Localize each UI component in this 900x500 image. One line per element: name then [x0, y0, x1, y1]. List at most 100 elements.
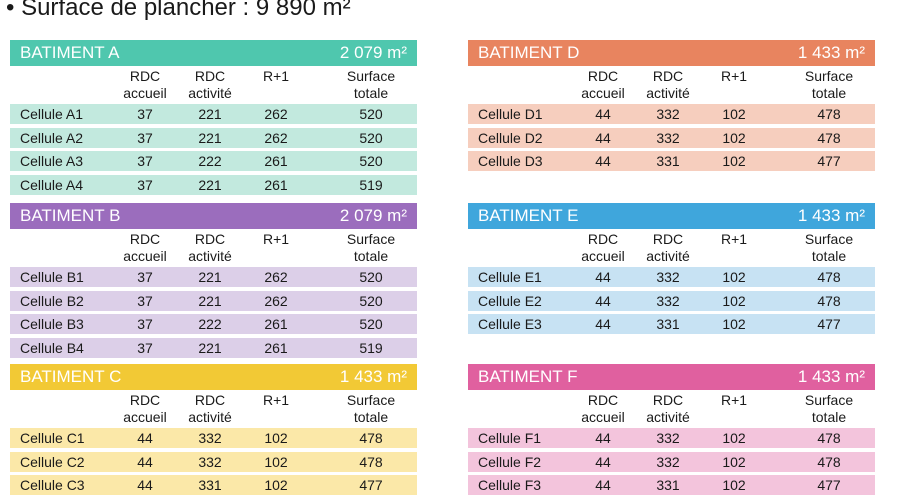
- cell-value: 221: [198, 129, 222, 146]
- cell-value: 261: [264, 176, 288, 193]
- cell-value: 222: [198, 316, 222, 332]
- column-header: Surface totale: [346, 68, 396, 101]
- cell-value: 102: [722, 292, 746, 309]
- cell-label: Cellule E2: [478, 292, 542, 309]
- column-header: RDC accueil: [123, 231, 167, 264]
- cell-label: Cellule D1: [478, 106, 543, 122]
- cell-value: 332: [656, 129, 680, 146]
- cell-value: 102: [722, 106, 746, 122]
- cell-value: 37: [137, 316, 153, 332]
- column-header: Surface totale: [804, 68, 854, 101]
- cell-value: 478: [359, 453, 383, 470]
- column-header: R+1: [262, 231, 290, 247]
- cell-value: 477: [817, 153, 841, 169]
- table-row: Cellule B3 37 222 261 520: [10, 314, 417, 334]
- building-table: BATIMENT C 1 433 m² RDC accueil RDC activit…: [10, 364, 417, 500]
- cell-label: Cellule D3: [478, 153, 543, 169]
- cell-value: 520: [359, 153, 383, 169]
- cell-value: 44: [595, 153, 611, 169]
- cell-value: 332: [656, 269, 680, 285]
- cell-label: Cellule B2: [20, 292, 84, 309]
- cell-value: 261: [264, 153, 288, 169]
- cell-value: 519: [359, 339, 383, 356]
- table-row: Cellule A2 37 221 262 520: [10, 127, 417, 148]
- building-name: BATIMENT D: [478, 43, 580, 62]
- cell-value: 332: [656, 430, 680, 446]
- cell-label: Cellule C2: [20, 453, 85, 470]
- building-name: BATIMENT A: [20, 43, 120, 62]
- cell-value: 44: [595, 106, 611, 122]
- cell-value: 44: [595, 430, 611, 446]
- column-header: RDC accueil: [581, 68, 625, 101]
- column-header: RDC accueil: [123, 392, 167, 425]
- cell-value: 478: [817, 269, 841, 285]
- column-header: R+1: [720, 392, 748, 408]
- column-header: RDC activité: [646, 68, 690, 101]
- building-area: 2 079 m²: [339, 206, 407, 225]
- cell-value: 262: [264, 269, 288, 285]
- cell-value: 478: [817, 106, 841, 122]
- cell-value: 261: [264, 316, 288, 332]
- cell-value: 520: [359, 129, 383, 146]
- building-name: BATIMENT C: [20, 367, 122, 386]
- title: Surface de plancher : 9 890 m²: [6, 0, 351, 22]
- column-header: R+1: [720, 231, 748, 247]
- cell-value: 478: [817, 430, 841, 446]
- building-header: BATIMENT E 1 433 m²: [468, 203, 875, 229]
- cell-value: 477: [817, 316, 841, 332]
- cell-label: Cellule F2: [478, 453, 542, 470]
- cell-value: 221: [198, 339, 222, 356]
- column-header: RDC activité: [188, 392, 232, 425]
- building-header: BATIMENT A 2 079 m²: [10, 40, 417, 66]
- cell-value: 478: [359, 430, 383, 446]
- cell-label: Cellule A3: [20, 153, 84, 169]
- building-table: BATIMENT F 1 433 m² RDC accueil RDC activit…: [468, 364, 875, 500]
- cell-label: Cellule A2: [20, 129, 84, 146]
- cell-label: Cellule D2: [478, 129, 543, 146]
- cell-value: 102: [722, 316, 746, 332]
- cell-value: 44: [595, 129, 611, 146]
- cell-value: 262: [264, 129, 288, 146]
- cell-value: 519: [359, 176, 383, 193]
- cell-value: 44: [595, 292, 611, 309]
- cell-value: 44: [595, 477, 611, 493]
- building-name: BATIMENT F: [478, 367, 578, 386]
- column-header: Surface totale: [346, 392, 396, 425]
- cell-value: 221: [198, 269, 222, 285]
- cell-value: 262: [264, 292, 288, 309]
- table-row: Cellule B4 37 221 261 519: [10, 337, 417, 358]
- column-header: RDC accueil: [581, 231, 625, 264]
- cell-value: 37: [137, 176, 153, 193]
- cell-value: 478: [817, 129, 841, 146]
- cell-label: Cellule C1: [20, 430, 85, 446]
- table-row: Cellule C3 44 331 102 477: [10, 475, 417, 495]
- cell-value: 477: [817, 477, 841, 493]
- cell-label: Cellule B1: [20, 269, 84, 285]
- table-row: Cellule B2 37 221 262 520: [10, 290, 417, 311]
- cell-label: Cellule C3: [20, 477, 85, 493]
- cell-value: 262: [264, 106, 288, 122]
- cell-label: Cellule A1: [20, 106, 84, 122]
- building-header: BATIMENT C 1 433 m²: [10, 364, 417, 390]
- column-header: Surface totale: [804, 231, 854, 264]
- cell-label: Cellule B4: [20, 339, 84, 356]
- cell-value: 102: [722, 129, 746, 146]
- building-header: BATIMENT F 1 433 m²: [468, 364, 875, 390]
- table-row: Cellule F3 44 331 102 477: [468, 475, 875, 495]
- cell-label: Cellule B3: [20, 316, 84, 332]
- cell-value: 37: [137, 292, 153, 309]
- table-row: Cellule A3 37 222 261 520: [10, 151, 417, 171]
- cell-value: 37: [137, 339, 153, 356]
- cell-value: 331: [656, 153, 680, 169]
- cell-value: 331: [656, 477, 680, 493]
- table-row: Cellule D3 44 331 102 477: [468, 151, 875, 171]
- building-header: BATIMENT B 2 079 m²: [10, 203, 417, 229]
- column-header: RDC accueil: [123, 68, 167, 101]
- table-row: Cellule C2 44 332 102 478: [10, 451, 417, 472]
- cell-value: 221: [198, 292, 222, 309]
- building-area: 1 433 m²: [797, 367, 865, 386]
- cell-label: Cellule F1: [478, 430, 542, 446]
- cell-label: Cellule E1: [478, 269, 542, 285]
- building-name: BATIMENT E: [478, 206, 579, 225]
- cell-value: 261: [264, 339, 288, 356]
